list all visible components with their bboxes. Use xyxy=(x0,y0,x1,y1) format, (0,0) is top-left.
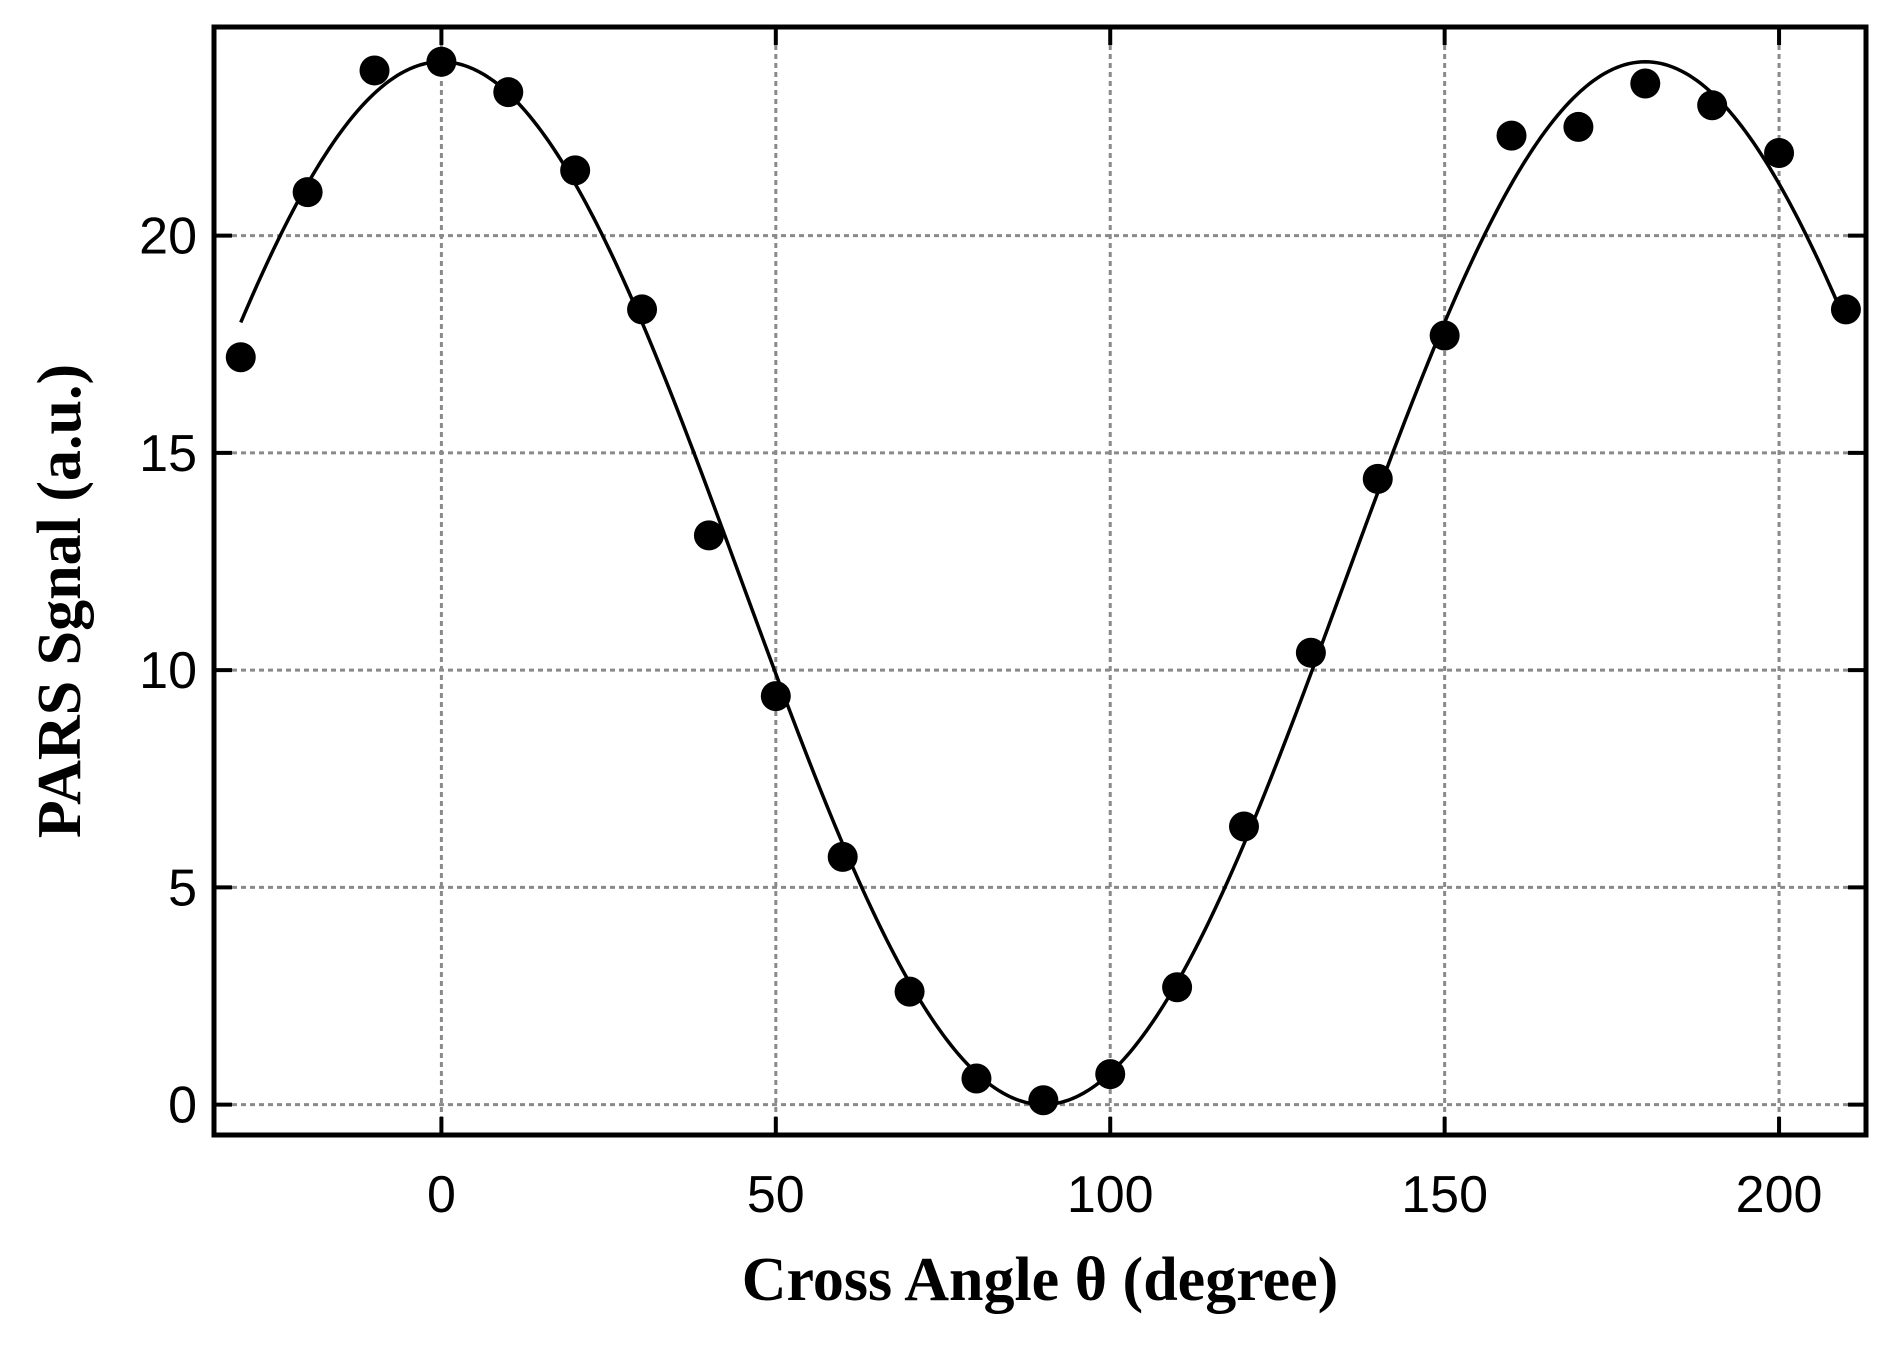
data-point xyxy=(1028,1085,1059,1116)
data-point xyxy=(1496,120,1527,151)
fit-curve-layer xyxy=(239,60,1848,1107)
grid xyxy=(214,27,1866,1135)
data-point xyxy=(292,177,323,208)
x-tick-labels: 0 50 100 150 200 xyxy=(427,1166,1822,1224)
data-point xyxy=(693,520,724,551)
x-tick-label: 200 xyxy=(1736,1166,1823,1224)
fit-curve-line xyxy=(239,60,1848,1107)
plot-frame xyxy=(211,24,1869,1138)
data-point xyxy=(225,342,256,373)
data-point xyxy=(1830,294,1861,325)
data-point xyxy=(560,155,591,186)
y-tick-label: 20 xyxy=(139,208,197,266)
data-point xyxy=(493,77,524,108)
data-point xyxy=(1228,811,1259,842)
data-point xyxy=(1095,1059,1126,1090)
x-tick-label: 150 xyxy=(1401,1166,1488,1224)
data-point xyxy=(426,46,457,77)
data-point xyxy=(1764,138,1795,169)
data-point xyxy=(1362,463,1393,494)
data-point xyxy=(627,294,658,325)
tick-marks xyxy=(214,27,1866,1135)
y-axis-title: PARS Sgnal (a.u.) xyxy=(26,364,94,838)
data-point xyxy=(1295,637,1326,668)
data-point xyxy=(359,55,390,86)
data-point xyxy=(894,976,925,1007)
data-point xyxy=(827,841,858,872)
data-points-layer xyxy=(225,46,1861,1116)
data-point xyxy=(1563,111,1594,142)
data-point xyxy=(1697,90,1728,121)
x-tick-label: 100 xyxy=(1067,1166,1154,1224)
x-axis-title: Cross Angle θ (degree) xyxy=(742,1246,1339,1314)
y-tick-label: 10 xyxy=(139,642,197,700)
data-point xyxy=(1162,972,1193,1003)
y-tick-label: 0 xyxy=(168,1077,197,1135)
data-point xyxy=(1630,68,1661,99)
data-point xyxy=(1429,320,1460,351)
data-point xyxy=(760,681,791,712)
x-tick-label: 0 xyxy=(427,1166,456,1224)
y-tick-labels: 0 5 10 15 20 xyxy=(139,208,197,1135)
data-point xyxy=(961,1063,992,1094)
y-tick-label: 5 xyxy=(168,859,197,917)
y-tick-label: 15 xyxy=(139,425,197,483)
x-tick-label: 50 xyxy=(747,1166,805,1224)
